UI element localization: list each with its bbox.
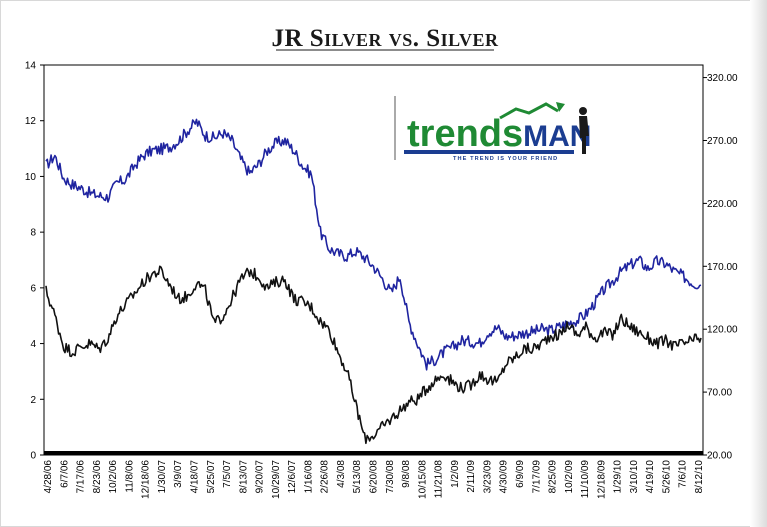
x-tick-label: 11/10/09 — [580, 460, 591, 499]
x-tick-label: 5/26/10 — [661, 460, 672, 494]
x-tick-label: 9/8/08 — [401, 460, 412, 488]
right-y-axis: 20.00 70.00 120.00 170.00 220.00 270.00 320.00 — [703, 73, 738, 462]
x-axis: 4/28/06 6/7/06 7/17/06 8/23/06 10/2/06 11/8/0… — [43, 460, 705, 499]
x-tick-label: 2/11/09 — [466, 460, 477, 493]
x-tick-label: 10/2/06 — [108, 460, 119, 494]
left-y-tick-label: 10 — [25, 172, 37, 183]
left-y-tick-label: 2 — [30, 395, 36, 406]
trend-arrow-icon — [499, 102, 559, 120]
x-tick-label: 4/18/07 — [189, 460, 200, 494]
logo-tagline: THE TREND IS YOUR FRIEND — [453, 156, 558, 162]
x-tick-label: 3/23/09 — [482, 460, 493, 494]
logo-underline-bar — [404, 150, 574, 154]
x-tick-label: 12/18/06 — [141, 460, 152, 499]
left-y-tick-label: 8 — [30, 228, 36, 239]
left-y-tick-label: 6 — [30, 283, 36, 294]
left-y-tick-label: 12 — [25, 116, 37, 127]
x-tick-label: 1/16/08 — [303, 460, 314, 494]
x-tick-label: 8/23/06 — [92, 460, 103, 494]
x-tick-label: 7/6/10 — [678, 460, 689, 488]
right-y-tick-label: 270.00 — [707, 136, 738, 147]
right-y-tick-label: 70.00 — [707, 388, 732, 399]
right-edge-shadow — [750, 0, 767, 527]
svg-text:trendsMAN: trendsMAN — [407, 113, 591, 155]
x-tick-label: 1/30/07 — [157, 460, 168, 494]
x-tick-label: 7/5/07 — [222, 460, 233, 488]
right-y-tick-label: 320.00 — [707, 73, 738, 84]
x-tick-label: 7/17/06 — [76, 460, 87, 494]
left-y-tick-label: 0 — [30, 451, 36, 462]
plot-area — [43, 64, 704, 456]
x-tick-label: 12/6/07 — [287, 460, 298, 494]
left-y-axis: 0 2 4 6 8 10 12 14 — [25, 61, 44, 462]
x-tick-label: 8/13/07 — [238, 460, 249, 494]
x-tick-label: 4/3/08 — [336, 460, 347, 488]
x-tick-label: 6/9/09 — [515, 460, 526, 488]
left-y-tick-label: 4 — [30, 339, 36, 350]
trendsman-logo: trendsMAN THE TREND IS YOUR FRIEND — [394, 96, 591, 162]
x-tick-label: 5/25/07 — [206, 460, 217, 494]
x-tick-label: 10/15/08 — [417, 460, 428, 499]
x-tick-label: 4/30/09 — [499, 460, 510, 494]
x-tick-label: 1/29/10 — [613, 460, 624, 494]
x-tick-label: 12/18/09 — [596, 460, 607, 499]
x-tick-label: 4/19/10 — [645, 460, 656, 494]
x-tick-label: 5/13/08 — [352, 460, 363, 494]
x-tick-label: 6/20/08 — [369, 460, 380, 494]
trend-arrowhead-icon — [556, 102, 565, 112]
x-tick-label: 9/20/07 — [255, 460, 266, 494]
x-tick-label: 10/2/09 — [564, 460, 575, 494]
x-axis-baseline — [44, 451, 703, 455]
x-tick-label: 4/28/06 — [43, 460, 54, 494]
series-layer — [45, 118, 702, 445]
right-y-tick-label: 20.00 — [707, 451, 732, 462]
series-line-jr-silver — [45, 118, 702, 371]
x-tick-label: 3/10/10 — [629, 460, 640, 494]
x-tick-label: 6/7/06 — [59, 460, 70, 488]
man-figure-icon — [579, 107, 589, 154]
left-y-tick-label: 14 — [25, 61, 37, 72]
right-y-tick-label: 170.00 — [707, 262, 738, 273]
x-tick-label: 10/29/07 — [271, 460, 282, 499]
chart-title: JR Silver vs. Silver — [271, 25, 499, 52]
x-tick-label: 11/21/08 — [434, 460, 445, 499]
series-line-silver — [45, 265, 702, 445]
x-tick-label: 2/26/08 — [320, 460, 331, 494]
x-tick-label: 3/9/07 — [173, 460, 184, 488]
logo-text-trends: trends — [407, 113, 523, 155]
x-tick-label: 7/17/09 — [531, 460, 542, 494]
right-y-tick-label: 120.00 — [707, 325, 738, 336]
right-y-tick-label: 220.00 — [707, 199, 738, 210]
x-tick-label: 1/2/09 — [450, 460, 461, 488]
x-tick-label: 8/25/09 — [548, 460, 559, 494]
x-tick-label: 11/8/06 — [124, 460, 135, 493]
x-tick-label: 8/12/10 — [694, 460, 705, 494]
x-tick-label: 7/30/08 — [385, 460, 396, 494]
